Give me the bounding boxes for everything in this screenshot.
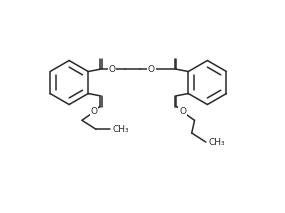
Text: O: O xyxy=(148,65,155,74)
Text: O: O xyxy=(179,107,186,116)
Text: O: O xyxy=(90,107,97,116)
Text: O: O xyxy=(108,65,115,74)
Text: CH₃: CH₃ xyxy=(208,138,225,147)
Text: CH₃: CH₃ xyxy=(113,125,129,134)
